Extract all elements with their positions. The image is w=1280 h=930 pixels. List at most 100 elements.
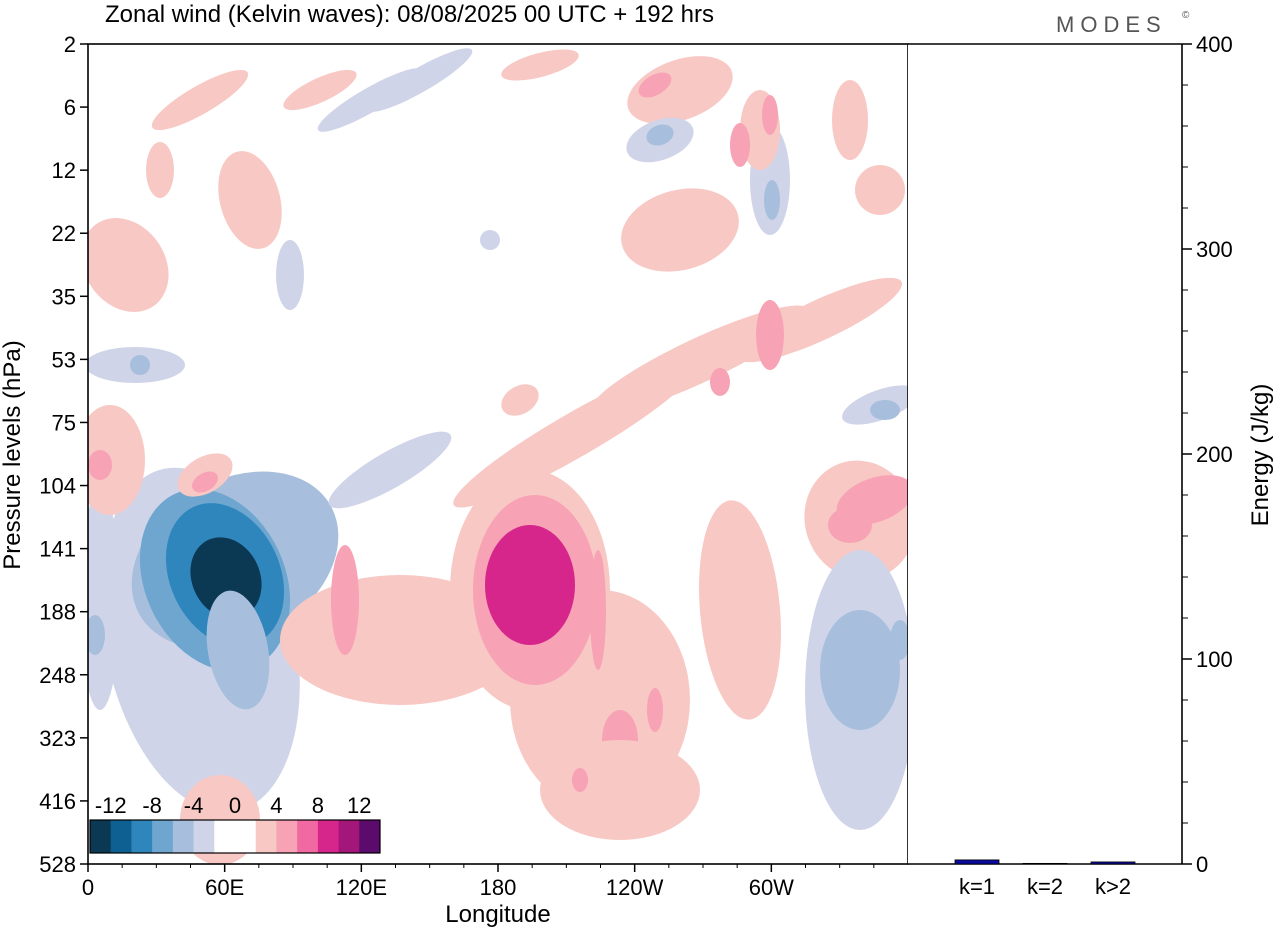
pos-strat-d <box>146 142 174 198</box>
colorbar-swatch <box>297 820 319 853</box>
x-axis-ticks: 0 60E 120E 180 120W 60W <box>82 864 875 900</box>
energy-category-label: k>2 <box>1095 874 1131 899</box>
y-tick-label: 12 <box>52 158 76 183</box>
y-tick-label: 188 <box>39 600 76 625</box>
colorbar-swatch <box>359 820 381 853</box>
colorbar-swatch <box>110 820 132 853</box>
y-tick-label: 53 <box>52 347 76 372</box>
y-tick-label: 104 <box>39 474 76 499</box>
y-tick-label: 75 <box>52 410 76 435</box>
colorbar-label: -4 <box>184 793 204 818</box>
energy-category-label: k=1 <box>959 874 995 899</box>
y-tick-label: 528 <box>39 852 76 877</box>
pos-upper-left-b <box>88 405 145 515</box>
y-tick-label: 2 <box>64 32 76 57</box>
chart-title: Zonal wind (Kelvin waves): 08/08/2025 00… <box>105 1 714 28</box>
energy-category-label: k=2 <box>1027 874 1063 899</box>
colorbar-swatch <box>193 820 215 853</box>
modes-logo: MODES © <box>1056 10 1190 37</box>
neg-east-band-b <box>820 610 900 730</box>
colorbar: -12 -8 -4 0 4 8 12 <box>89 793 381 854</box>
energy-tick-label: 100 <box>1196 647 1233 672</box>
colorbar-swatch <box>235 820 257 853</box>
pos-strat-g <box>627 56 733 124</box>
colorbar-label: -12 <box>95 793 127 818</box>
pos-band-75w <box>699 500 781 720</box>
x-tick-label: 120E <box>336 875 387 900</box>
colorbar-label: 4 <box>270 793 282 818</box>
colorbar-swatch <box>255 820 277 853</box>
y-tick-label: 248 <box>39 663 76 688</box>
pos-east-cell-b <box>828 507 872 543</box>
y-axis-label: Pressure levels (hPa) <box>0 340 26 569</box>
colorbar-swatch <box>172 820 195 853</box>
pos-strat-e <box>501 49 579 81</box>
neg-edge-core <box>88 615 105 655</box>
energy-tick-label: 300 <box>1196 237 1233 262</box>
x-axis-label: Longitude <box>445 901 550 928</box>
pos-upper-small-cell <box>192 471 218 493</box>
pos-strat-a <box>218 151 282 249</box>
y-tick-label: 416 <box>39 789 76 814</box>
pos-strat-cell-g <box>638 72 672 98</box>
energy-bars: k=1 k=2 k>2 <box>954 859 1136 899</box>
x-tick-label: 180 <box>480 875 517 900</box>
pos-upper-left-cell <box>88 450 112 480</box>
neg-lobe-60e <box>206 590 270 710</box>
x-tick-label: 0 <box>82 875 94 900</box>
energy-bar <box>954 859 1000 865</box>
pos-upper-left <box>88 218 169 312</box>
y-tick-label: 141 <box>39 537 76 562</box>
pos-strat-c <box>283 69 357 111</box>
colorbar-swatch <box>131 820 153 853</box>
colorbar-label: 0 <box>229 793 241 818</box>
energy-y-ticks: 0 100 200 300 400 <box>1182 32 1233 877</box>
pos-streak-130e <box>331 545 359 655</box>
colorbar-swatch <box>317 820 340 853</box>
neg-upper-streak-cell <box>130 355 150 375</box>
neg-strat-cell-c <box>646 124 674 146</box>
colorbar-swatch <box>338 820 360 853</box>
neg-strat-e <box>276 240 304 310</box>
colorbar-label: 12 <box>347 793 371 818</box>
contour-fill-layer <box>88 48 908 864</box>
pos-core-180 <box>485 525 575 645</box>
x-tick-label: 60W <box>749 875 794 900</box>
pos-strat-cell-h <box>762 95 778 135</box>
pos-diag-band-b <box>590 305 810 415</box>
pos-strat-f <box>621 188 739 272</box>
neg-strat-f <box>480 230 500 250</box>
pos-streak-150w <box>590 550 606 670</box>
neg-streak-90e <box>328 431 452 509</box>
neg-edge-0e <box>88 490 120 710</box>
logo-mark: © <box>1182 10 1190 21</box>
pos-lower-band <box>540 740 700 840</box>
colorbar-label: 8 <box>312 793 324 818</box>
pos-diag-cell <box>756 300 784 370</box>
colorbar-label: -8 <box>142 793 162 818</box>
pos-strat-b <box>151 69 249 131</box>
y-tick-label: 35 <box>52 284 76 309</box>
y-tick-label: 6 <box>64 95 76 120</box>
heatmap-plot <box>88 44 908 864</box>
pos-small-a <box>501 384 539 416</box>
pos-strat-j <box>855 165 905 215</box>
colorbar-swatch <box>214 820 236 853</box>
pos-strat-i <box>832 80 868 160</box>
x-tick-label: 120W <box>606 875 664 900</box>
neg-east-edge <box>890 620 908 660</box>
energy-y-axis-label: Energy (J/kg) <box>1247 384 1274 527</box>
y-axis-ticks: 2 6 12 22 35 53 75 104 141 188 248 323 416 528 <box>39 32 88 877</box>
energy-panel-background <box>908 44 1182 864</box>
pos-strat-cell-i <box>730 123 750 167</box>
neg-strat-b <box>367 48 473 112</box>
y-tick-label: 323 <box>39 726 76 751</box>
logo-text: MODES <box>1056 12 1167 37</box>
colorbar-swatch <box>152 820 174 853</box>
neg-strat-cell-d <box>764 180 780 220</box>
colorbar-frame <box>89 819 381 854</box>
energy-bar <box>1090 861 1136 865</box>
energy-tick-label: 400 <box>1196 32 1233 57</box>
energy-bar <box>1022 862 1068 865</box>
colorbar-swatch <box>90 820 112 853</box>
